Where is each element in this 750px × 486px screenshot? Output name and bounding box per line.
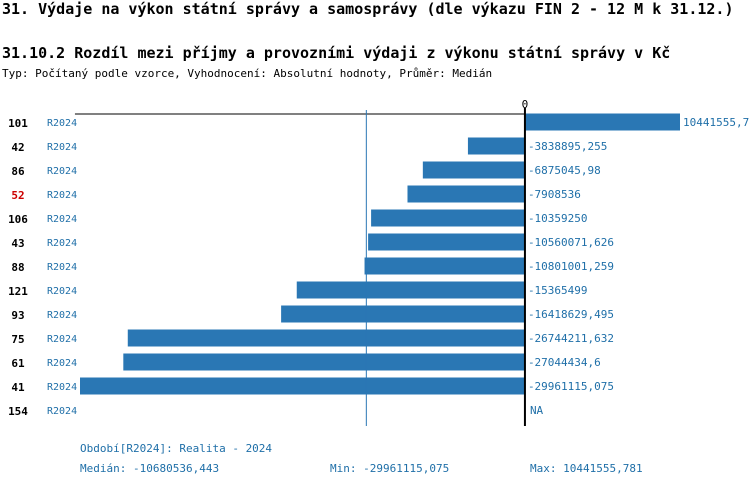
- bar: [80, 377, 525, 395]
- series-label: R2024: [47, 142, 77, 153]
- value-label: -10359250: [528, 212, 588, 225]
- value-label: -3838895,255: [528, 140, 607, 153]
- bar: [127, 329, 525, 347]
- chart-subtitle: 31.10.2 Rozdíl mezi příjmy a provozními …: [2, 44, 671, 62]
- bar: [407, 185, 525, 203]
- series-label: R2024: [47, 334, 77, 345]
- value-label: -29961115,075: [528, 380, 614, 393]
- bar: [422, 161, 525, 179]
- zero-tick-label: 0: [522, 98, 529, 111]
- category-label: 106: [8, 213, 28, 226]
- bar: [364, 257, 525, 275]
- value-label: -6875045,98: [528, 164, 601, 177]
- series-label: R2024: [47, 118, 77, 129]
- category-label: 61: [11, 357, 25, 370]
- series-label: R2024: [47, 382, 77, 393]
- value-label: NA: [530, 404, 544, 417]
- category-label: 154: [8, 405, 28, 418]
- category-label: 75: [11, 333, 24, 346]
- bar: [296, 281, 525, 299]
- category-label: 43: [11, 237, 24, 250]
- value-label: -10801001,259: [528, 260, 614, 273]
- footer-period: Období[R2024]: Realita - 2024: [80, 442, 273, 455]
- value-label: -15365499: [528, 284, 588, 297]
- series-label: R2024: [47, 190, 77, 201]
- category-label: 88: [11, 261, 24, 274]
- bar: [123, 353, 525, 371]
- value-label: -7908536: [528, 188, 581, 201]
- value-label: -10560071,626: [528, 236, 614, 249]
- series-label: R2024: [47, 310, 77, 321]
- value-label: -16418629,495: [528, 308, 614, 321]
- series-label: R2024: [47, 358, 77, 369]
- category-label: 86: [11, 165, 25, 178]
- footer-min: Min: -29961115,075: [330, 462, 450, 475]
- page-title: 31. Výdaje na výkon státní správy a samo…: [2, 0, 734, 18]
- series-label: R2024: [47, 238, 77, 249]
- series-label: R2024: [47, 286, 77, 297]
- series-label: R2024: [47, 406, 77, 417]
- series-label: R2024: [47, 262, 77, 273]
- bar: [524, 113, 680, 131]
- bar: [368, 233, 525, 251]
- bar: [467, 137, 525, 155]
- bar: [371, 209, 525, 227]
- series-label: R2024: [47, 214, 77, 225]
- category-label: 52: [11, 189, 24, 202]
- bar: [281, 305, 525, 323]
- value-label: 10441555,78: [683, 116, 750, 129]
- value-label: -26744211,632: [528, 332, 614, 345]
- value-label: -27044434,6: [528, 356, 601, 369]
- footer-max: Max: 10441555,781: [530, 462, 643, 475]
- footer-median: Medián: -10680536,443: [80, 462, 220, 475]
- chart-meta: Typ: Počítaný podle vzorce, Vyhodnocení:…: [2, 67, 493, 80]
- category-label: 41: [11, 381, 25, 394]
- category-label: 101: [8, 117, 28, 130]
- series-label: R2024: [47, 166, 77, 177]
- category-label: 42: [11, 141, 24, 154]
- category-label: 121: [8, 285, 28, 298]
- category-label: 93: [11, 309, 24, 322]
